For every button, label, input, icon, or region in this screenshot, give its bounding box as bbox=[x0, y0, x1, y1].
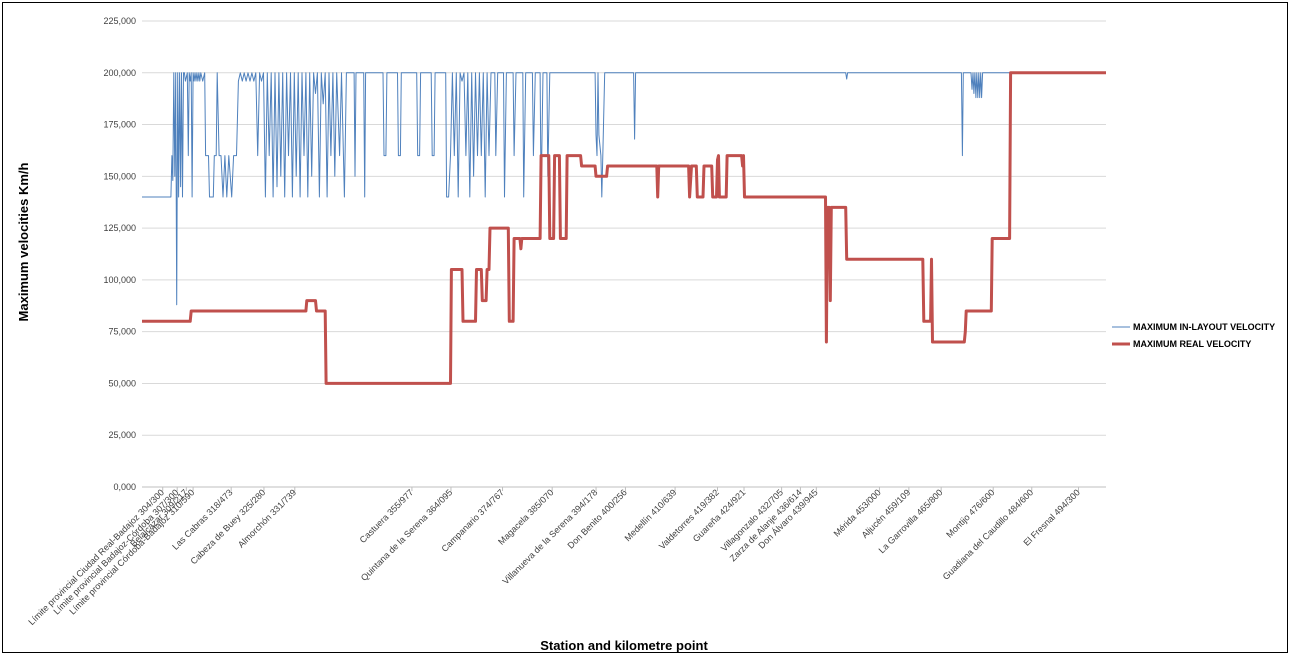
series-line-2 bbox=[142, 71, 1106, 385]
x-tick-label: Almorchón 331/739 bbox=[236, 487, 298, 549]
legend-label-1: MAXIMUM IN-LAYOUT VELOCITY bbox=[1133, 322, 1275, 332]
y-tick-label: 225,000 bbox=[103, 16, 136, 26]
x-tick-label: Límite provincial Córdoba-Badajoz 310/59… bbox=[67, 487, 196, 616]
y-tick-label: 100,000 bbox=[103, 275, 136, 285]
y-tick-label: 50,000 bbox=[108, 378, 136, 388]
legend-label-2: MAXIMUM REAL VELOCITY bbox=[1133, 339, 1251, 349]
gridlines bbox=[142, 20, 1106, 436]
x-tick-label: Don Benito 400/256 bbox=[566, 487, 629, 550]
series-group bbox=[142, 71, 1106, 385]
y-tick-label: 150,000 bbox=[103, 171, 136, 181]
series-line-1 bbox=[142, 72, 1106, 306]
y-axis-ticks: 0,000 25,000 50,000 75,000 100,000 125,000 150… bbox=[103, 16, 136, 492]
x-tick-label: La Garrovilla 465/800 bbox=[877, 487, 945, 555]
y-tick-label: 175,000 bbox=[103, 120, 136, 130]
x-tick-label: Límite provincial Ciudad Real-Badajoz 30… bbox=[26, 487, 166, 627]
y-tick-label: 25,000 bbox=[108, 430, 136, 440]
x-axis-title: Station and kilometre point bbox=[540, 638, 708, 653]
y-tick-label: 200,000 bbox=[103, 68, 136, 78]
y-tick-label: 0,000 bbox=[113, 482, 136, 492]
y-axis-title: Maximum velocities Km/h bbox=[16, 162, 31, 321]
x-tick-label: Límite provincial Badajoz-Córdoba 307/30… bbox=[51, 487, 180, 616]
y-tick-label: 75,000 bbox=[108, 327, 136, 337]
legend: MAXIMUM IN-LAYOUT VELOCITY MAXIMUM REAL V… bbox=[1112, 322, 1275, 349]
y-tick-label: 125,000 bbox=[103, 223, 136, 233]
x-axis-ticks: Límite provincial Ciudad Real-Badajoz 30… bbox=[26, 487, 1082, 627]
